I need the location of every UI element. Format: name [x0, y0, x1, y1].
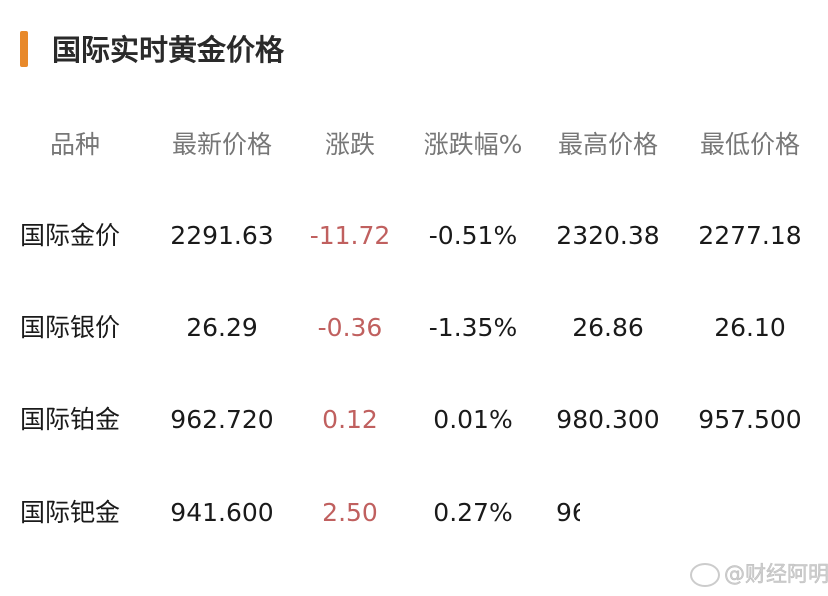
- header-change: 涨跌: [324, 130, 376, 159]
- row-change: -11.72: [309, 221, 391, 250]
- row-change-pct: -0.51%: [428, 221, 518, 250]
- watermark-text: @财经阿明哥: [724, 562, 828, 587]
- row-name: 国际银价: [20, 313, 121, 342]
- row-low: 2277.18: [698, 221, 802, 250]
- row-change-pct: 0.27%: [433, 498, 513, 527]
- page-title: 国际实时黄金价格: [52, 33, 285, 67]
- row-high: 96: [556, 498, 580, 527]
- row-name: 国际钯金: [20, 498, 121, 527]
- row-latest: 2291.63: [170, 221, 274, 250]
- row-high: 26.86: [572, 313, 644, 342]
- weibo-icon: [690, 563, 720, 587]
- row-change-pct: 0.01%: [433, 405, 513, 434]
- row-change: 0.12: [322, 405, 378, 434]
- row-high: 980.300: [556, 405, 660, 434]
- row-latest: 941.600: [170, 498, 274, 527]
- row-name: 国际铂金: [20, 405, 121, 434]
- row-change: -0.36: [317, 313, 383, 342]
- header-low: 最低价格: [699, 130, 801, 159]
- title-accent-bar: [20, 31, 28, 67]
- header-variety: 品种: [49, 130, 101, 159]
- row-low: 26.10: [714, 313, 786, 342]
- header-change-pct: 涨跌幅%: [423, 130, 523, 159]
- row-change-pct: -1.35%: [428, 313, 518, 342]
- header-latest: 最新价格: [171, 130, 273, 159]
- row-low: 957.500: [698, 405, 802, 434]
- row-latest: 26.29: [186, 313, 258, 342]
- header-high: 最高价格: [557, 130, 659, 159]
- watermark: @财经阿明哥: [690, 558, 828, 588]
- row-high: 2320.38: [556, 221, 660, 250]
- row-latest: 962.720: [170, 405, 274, 434]
- row-name: 国际金价: [20, 221, 121, 250]
- row-change: 2.50: [322, 498, 378, 527]
